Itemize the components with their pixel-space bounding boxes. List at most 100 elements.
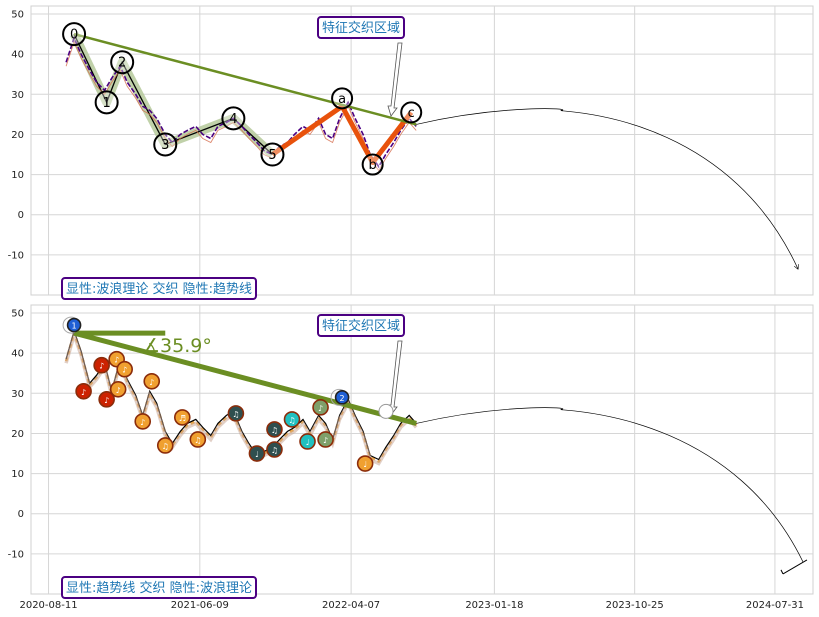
x-axis-ticks: 2020-08-11 2021-06-09 2022-04-07 2023-01-18… [19,600,804,611]
wave-marker [116,360,133,378]
trend-line [73,32,417,126]
x-tick-label: 2024-07-31 [746,600,804,611]
top-plot-area [30,5,814,296]
top-content: 0 1 2 3 4 5 a b c [62,22,798,269]
wave-label-circle [221,106,246,131]
top-y-ticks: -10 0 10 20 30 40 50 [8,10,24,262]
y-tick-label: 10 [11,469,24,480]
wave-marker-label: ♪ [81,388,86,397]
abc-correction-line [271,103,414,165]
wave-marker-label: ♫ [232,410,239,419]
wave-label-circle [361,153,384,176]
wave-marker [312,399,329,416]
wave-marker-label: ♪ [318,404,323,413]
top-mode-box: 显性:波浪理论 交织 隐性:趋势线 [61,277,257,300]
wave-label-circle [331,87,354,110]
wave-label-circle [400,101,423,124]
top-feature-box-frame [317,16,405,39]
wave-marker-label: ♪ [149,378,154,387]
top-grid [31,6,813,295]
wave-marker [109,380,127,398]
wave-marker-label: ♩ [255,450,259,459]
wave-marker [156,437,174,454]
bottom-mode-box-frame [61,576,257,599]
wave-marker-label: ♫ [162,442,169,451]
wave-marker [98,391,115,408]
x-tick-label: 2021-06-09 [171,600,229,611]
wave-marker-label: ♪ [140,418,145,427]
y-tick-label: 40 [11,50,24,61]
wave-marker [143,372,161,390]
wave-marker-label: ♪ [114,356,119,365]
top-panel: -10 0 10 20 30 40 50 0 1 2 3 4 5 a b c 特征交织区域 显性:波浪理论 … [8,5,814,300]
wave-marker-label: ♫ [271,426,278,435]
wave-label-circle [110,50,135,75]
wave-marker [299,433,316,450]
wave-label-circle [153,132,178,157]
wave-marker-label: ♫ [194,436,201,445]
wave-marker [189,431,207,448]
wave-label-text: a [338,92,346,107]
y-tick-label: 50 [11,10,24,21]
y-tick-label: 20 [11,429,24,440]
projection-end-tick [780,569,784,575]
y-tick-label: 50 [11,309,24,320]
bottom-mode-box-label: 显性:趋势线 交织 隐性:波浪理论 [66,580,252,596]
wave-marker [134,413,152,430]
wave-marker [93,356,110,374]
y-tick-label: -10 [8,250,24,261]
trend-line [73,330,417,426]
x-tick-label: 2022-04-07 [322,600,380,611]
y-tick-label: 40 [11,349,24,360]
wave-marker-label: ♪ [104,396,109,405]
wave-marker [75,382,92,400]
top-feature-box: 特征交织区域 [317,16,405,39]
wave-label-circle [260,142,285,167]
top-mode-box-frame [61,277,257,300]
top-feature-box-label: 特征交织区域 [322,20,400,36]
angle-label: ∡35.9° [143,335,212,357]
wave-marker-label: ♪ [116,386,121,395]
projection-curve [416,108,798,269]
y-tick-label: -10 [8,549,24,560]
wave-marker [356,455,374,472]
wave-marker [248,445,266,462]
wave-marker-label: ♬ [179,414,186,423]
wave-marker [266,441,283,458]
wave-marker-label: ♪ [122,366,127,375]
wave-marker-label: 2 [340,394,345,403]
x-tick-label: 2023-01-18 [465,600,523,611]
bottom-feature-box-frame [317,314,405,337]
wave-marker [66,317,82,333]
price-series-line [65,35,417,169]
bottom-feature-box-label: 特征交织区域 [322,318,400,334]
wave-label-text: 4 [229,112,237,127]
x-tick-label: 2023-10-25 [606,600,664,611]
wave-label-circle [62,22,87,47]
wave-marker-label: ♩ [306,438,310,447]
bottom-grid [31,305,813,594]
wave-marker-label: ♪ [323,436,328,445]
y-tick-label: 0 [18,210,24,221]
wave-marker [283,411,301,428]
projection-end-cap [782,559,808,575]
wave-marker [317,431,334,448]
y-tick-label: 10 [11,170,24,181]
price-series-shadow [65,40,417,172]
y-tick-label: 30 [11,90,24,101]
wave-marker-label: ♩ [363,460,367,469]
wave-label-text: 2 [118,56,126,71]
bottom-mode-box: 显性:趋势线 交织 隐性:波浪理论 [61,576,257,599]
wave-marker [227,405,245,422]
wave-label-circle [94,90,119,115]
y-tick-label: 20 [11,130,24,141]
wave-marker-label: ♫ [288,416,295,425]
wave-marker [173,409,191,426]
feature-pointer-arrow [387,340,403,416]
top-mode-box-label: 显性:波浪理论 交织 隐性:趋势线 [66,281,252,297]
feature-pointer-arrow [387,42,403,117]
wave-label-text: b [369,158,377,173]
x-tick-label: 2020-08-11 [19,600,77,611]
